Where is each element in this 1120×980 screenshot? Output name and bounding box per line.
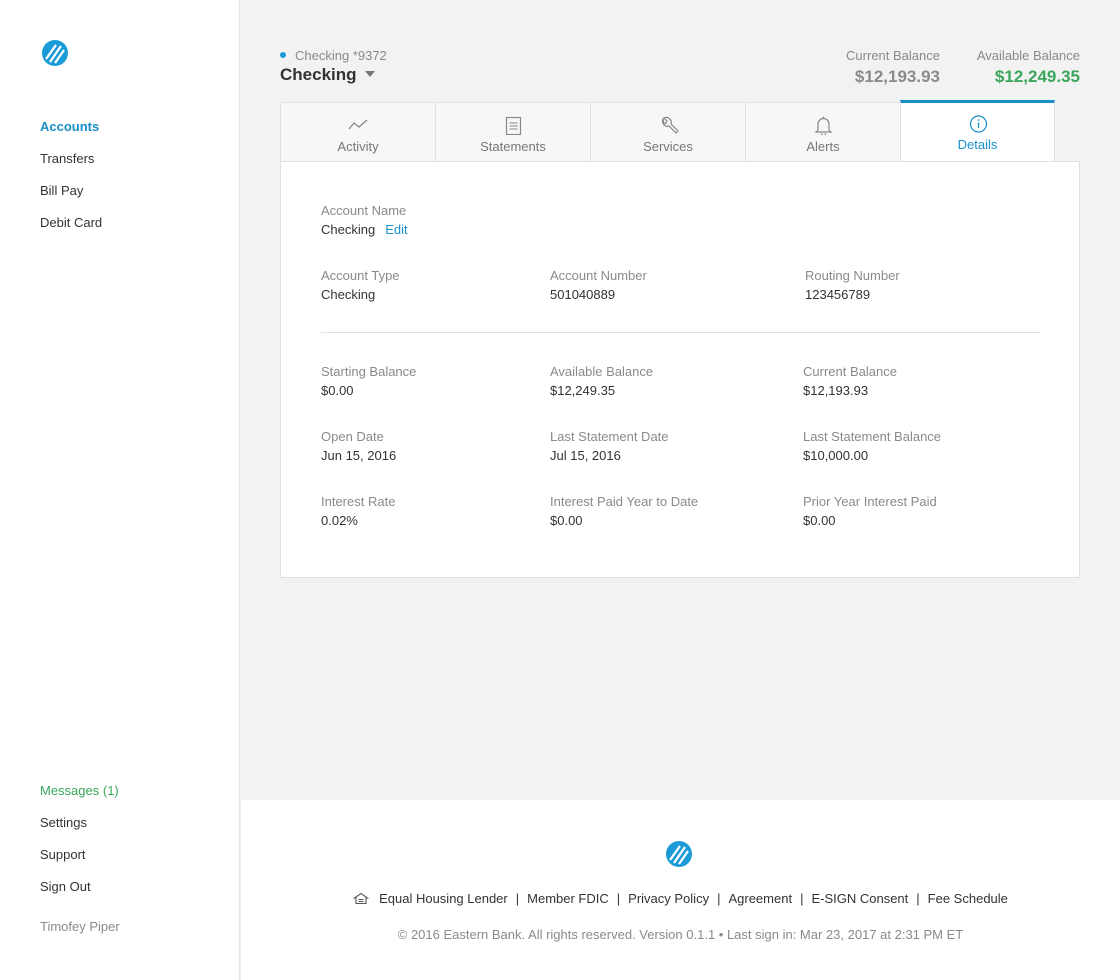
field-value: $0.00 [321,383,354,398]
field-interest-rate: Interest Rate 0.02% [321,494,395,529]
field-interest-paid-ytd: Interest Paid Year to Date $0.00 [550,494,698,529]
nav-item-sign-out[interactable]: Sign Out [40,879,91,894]
nav-item-transfers[interactable]: Transfers [40,151,95,166]
current-balance-value: $12,193.93 [854,67,940,86]
tab-label: Alerts [806,139,840,154]
wrench-icon [661,116,679,134]
nav-item-messages[interactable]: Messages (1) [40,783,119,798]
field-value: Jun 15, 2016 [321,448,397,463]
field-value: Jul 15, 2016 [550,448,621,463]
field-value: Checking [321,287,376,302]
field-label: Available Balance [550,364,654,379]
field-label: Prior Year Interest Paid [803,494,937,509]
account-dot-icon [280,52,286,58]
field-label: Current Balance [803,364,897,379]
link-separator: | [717,891,721,906]
field-account-name: Account Name Checking Edit [321,203,408,238]
link-separator: | [800,891,804,906]
current-balance-label: Current Balance [846,48,940,63]
field-value: 123456789 [805,287,871,302]
footer-link-member-fdic[interactable]: Member FDIC [527,891,609,906]
field-value: $10,000.00 [803,448,869,463]
available-balance-label: Available Balance [976,48,1080,63]
activity-icon [348,119,368,130]
tab-statements[interactable]: Statements [435,102,590,162]
field-value: 0.02% [321,513,358,528]
field-label: Starting Balance [321,364,417,379]
info-icon [969,115,988,133]
secondary-nav: Messages (1) Settings Support Sign Out [40,782,119,910]
field-last-statement-balance: Last Statement Balance $10,000.00 [803,429,941,464]
statements-icon [505,116,522,135]
field-current-balance: Current Balance $12,193.93 [803,364,897,399]
tab-label: Details [957,137,998,152]
footer-copyright: © 2016 Eastern Bank. All rights reserved… [397,927,964,942]
link-separator: | [616,891,621,906]
tab-services[interactable]: Services [590,102,745,162]
nav-item-bill-pay[interactable]: Bill Pay [40,183,84,198]
field-open-date: Open Date Jun 15, 2016 [321,429,396,464]
account-tabs: Activity Statements Services Alerts Deta… [280,100,1055,162]
field-value: $12,249.35 [550,383,616,398]
bell-icon [814,116,833,135]
field-label: Last Statement Balance [803,429,942,444]
link-separator: | [916,891,920,906]
field-value: 501040889 [550,287,616,302]
section-divider [321,332,1041,333]
account-selector[interactable]: Checking [280,65,375,85]
account-title: Checking [280,65,357,84]
caret-down-icon [364,71,375,77]
current-balance-summary: Current Balance $12,193.93 [846,48,940,88]
main-nav: Accounts Transfers Bill Pay Debit Card [40,118,102,246]
field-account-number: Account Number 501040889 [550,268,647,303]
field-value: Checking [321,222,376,237]
account-subtitle: Checking *9372 [280,48,387,64]
bank-logo-icon[interactable] [40,39,70,67]
tab-alerts[interactable]: Alerts [745,102,900,162]
available-balance-summary: Available Balance $12,249.35 [977,48,1080,88]
link-separator: | [515,891,520,906]
tab-label: Activity [337,139,379,154]
nav-item-support[interactable]: Support [40,847,86,862]
account-sub-label: Checking *9372 [295,48,387,63]
field-label: Last Statement Date [550,429,669,444]
page-footer: Equal Housing Lender | Member FDIC | Privacy… [241,800,1120,980]
tab-activity[interactable]: Activity [280,102,435,162]
field-value: $12,193.93 [803,383,869,398]
nav-item-debit-card[interactable]: Debit Card [40,215,103,230]
tab-details[interactable]: Details [900,100,1055,162]
footer-links: Equal Housing Lender | Member FDIC | Privacy… [241,890,1120,907]
footer-link-fee-schedule[interactable]: Fee Schedule [927,891,1008,906]
details-panel: Account Name Checking Edit Account Type C… [280,161,1080,578]
footer-link-esign-consent[interactable]: E-SIGN Consent [811,891,909,906]
tab-label: Services [643,139,693,154]
field-available-balance: Available Balance $12,249.35 [550,364,653,399]
edit-account-name-link[interactable]: Edit [385,222,408,237]
footer-link-privacy-policy[interactable]: Privacy Policy [628,891,710,906]
footer-link-equal-housing[interactable]: Equal Housing Lender [379,891,508,906]
field-label: Open Date [321,429,384,444]
field-value: $0.00 [803,513,836,528]
field-value: $0.00 [550,513,583,528]
tab-label: Statements [480,139,546,154]
field-label: Account Number [550,268,647,283]
available-balance-value: $12,249.35 [994,67,1080,86]
field-label: Account Name [321,203,407,218]
user-name: Timofey Piper [40,919,120,934]
nav-item-settings[interactable]: Settings [40,815,87,830]
field-label: Interest Paid Year to Date [550,494,699,509]
bank-logo-icon [666,841,692,867]
footer-link-agreement[interactable]: Agreement [728,891,793,906]
field-last-statement-date: Last Statement Date Jul 15, 2016 [550,429,669,464]
field-prior-year-interest: Prior Year Interest Paid $0.00 [803,494,937,529]
field-starting-balance: Starting Balance $0.00 [321,364,416,399]
sidebar: Accounts Transfers Bill Pay Debit Card M… [0,0,240,980]
nav-item-accounts[interactable]: Accounts [40,119,100,134]
equal-housing-icon [353,892,370,905]
field-routing-number: Routing Number 123456789 [805,268,900,303]
field-account-type: Account Type Checking [321,268,400,303]
field-label: Account Type [321,268,400,283]
field-label: Interest Rate [321,494,396,509]
field-label: Routing Number [805,268,900,283]
